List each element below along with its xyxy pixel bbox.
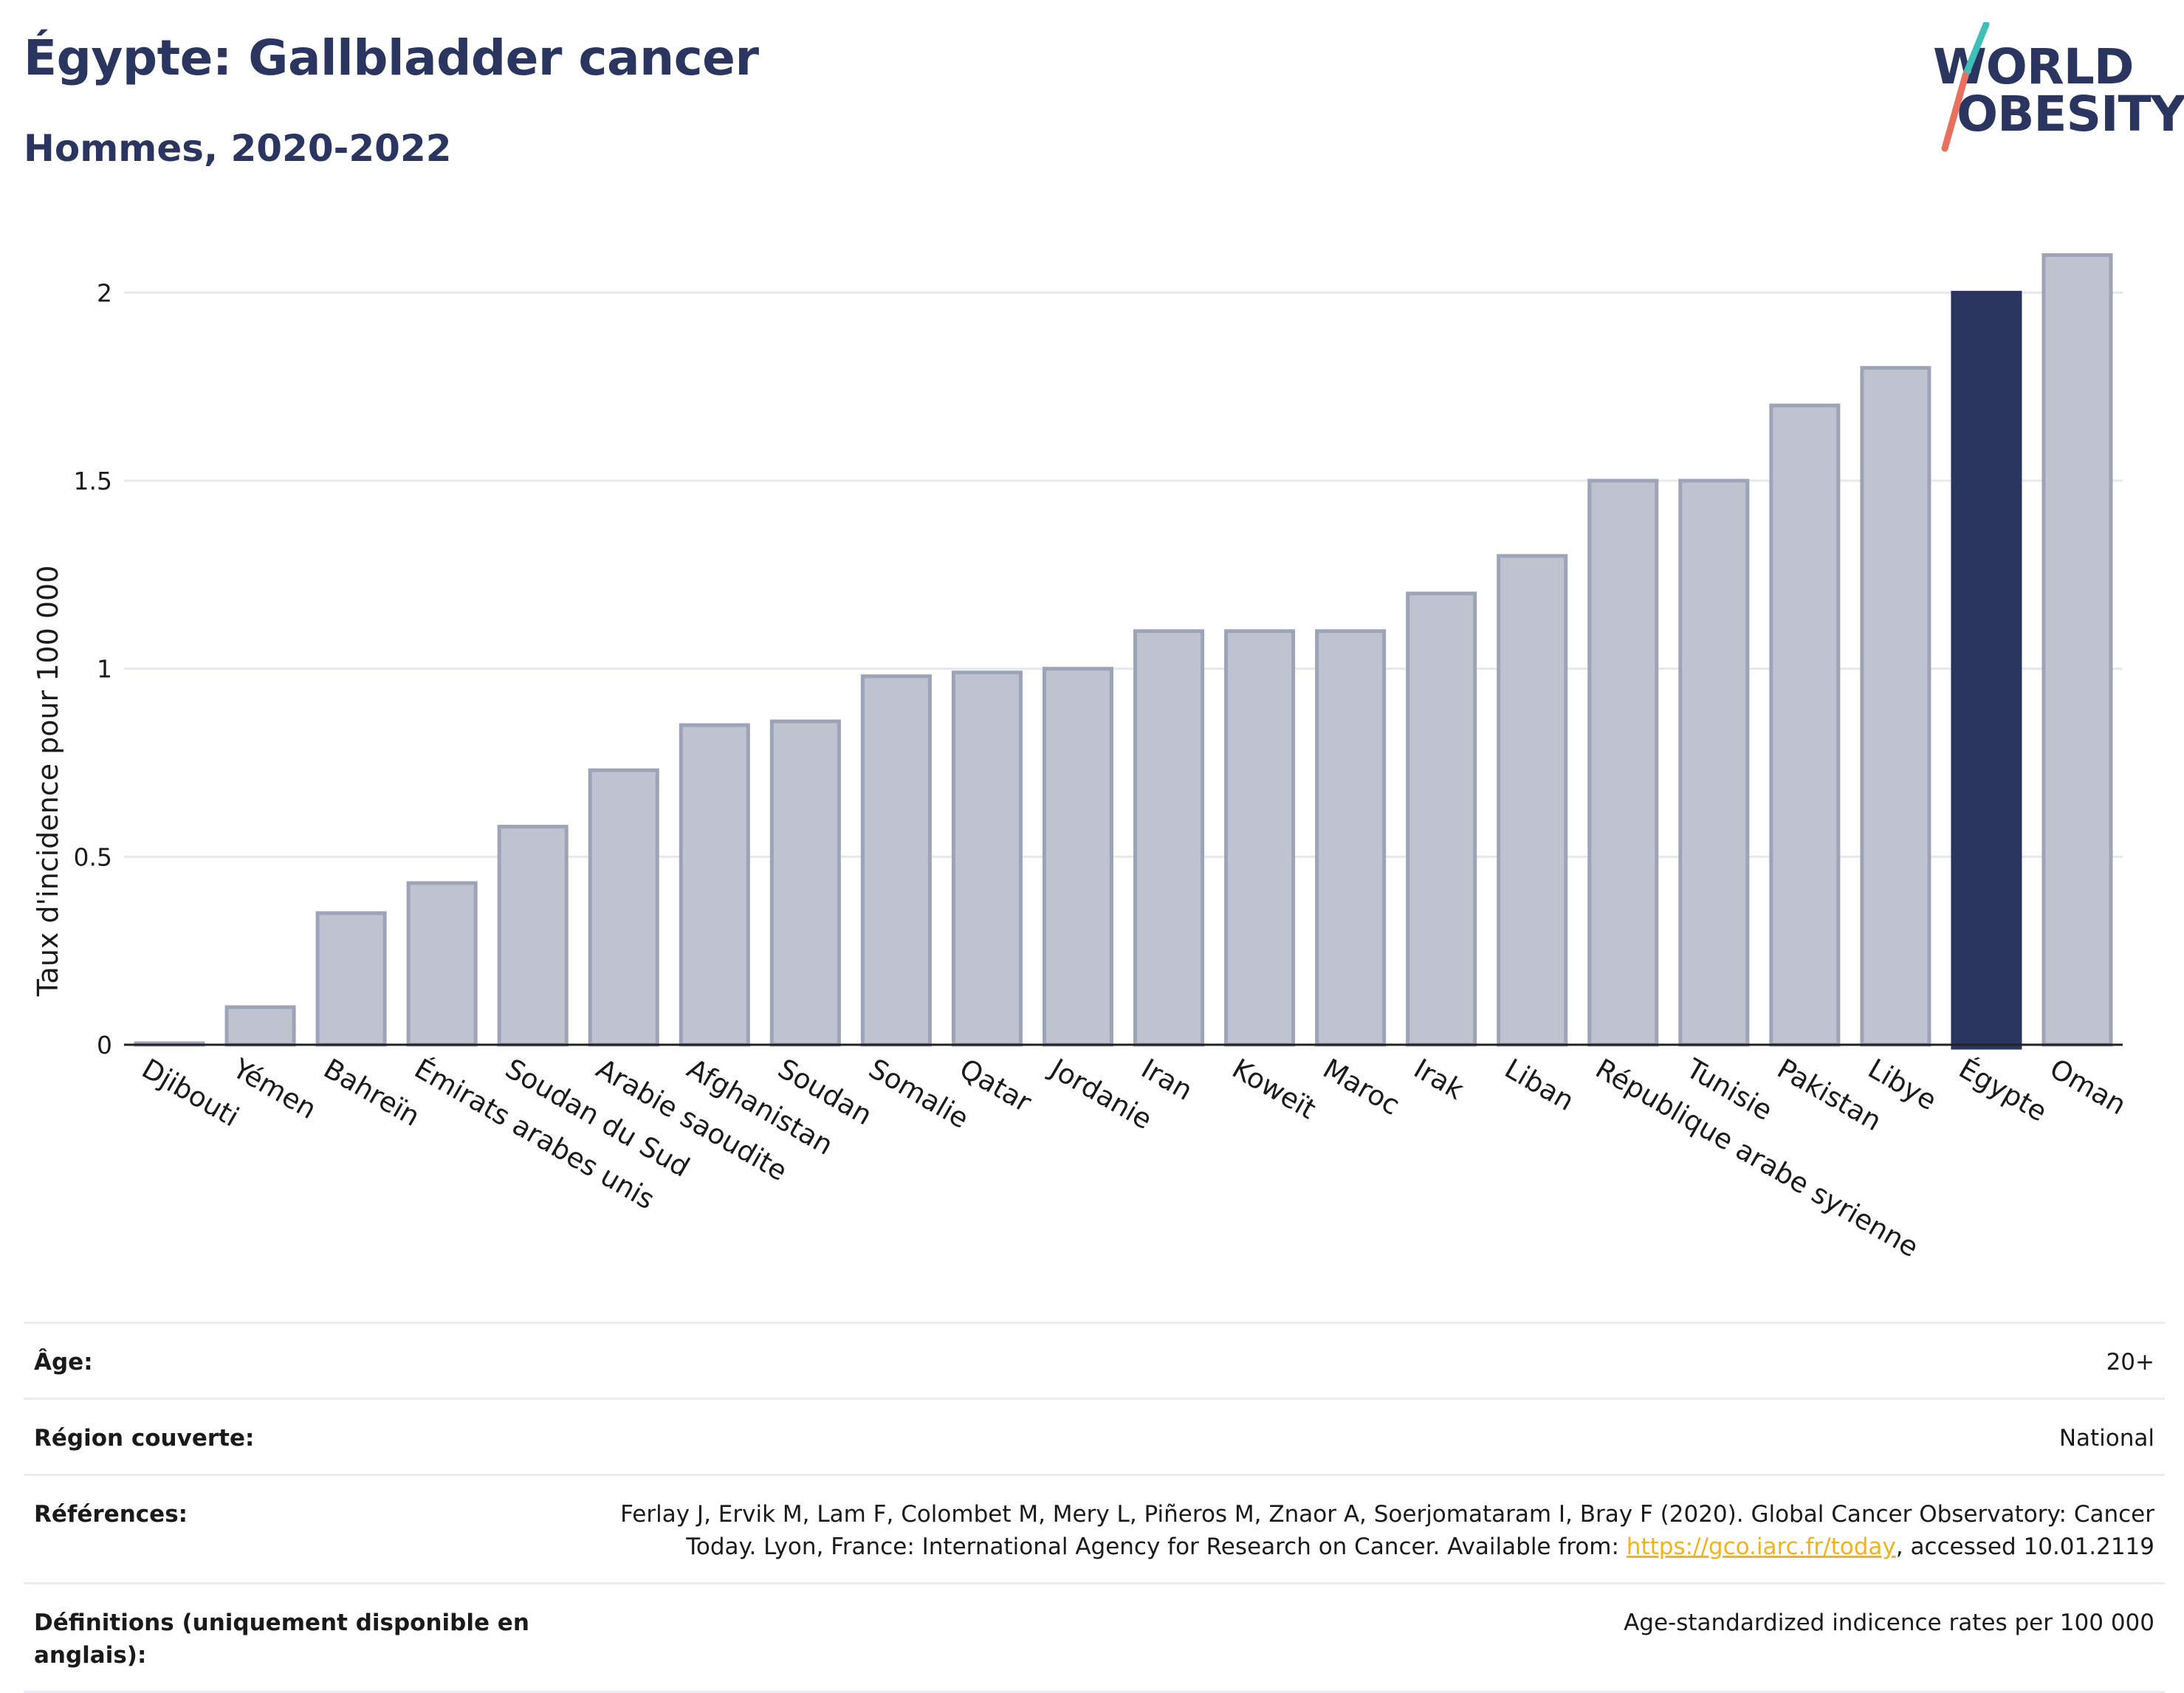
x-tick-label: Jordanie: [1044, 1052, 1158, 1136]
x-tick-label: Yémen: [227, 1052, 322, 1125]
region-value: National: [2058, 1425, 2154, 1452]
region-label: Région couverte:: [34, 1425, 255, 1452]
y-tick-label: 2: [97, 278, 112, 307]
bar: [1951, 290, 2022, 1050]
y-tick-label: 0.5: [74, 842, 112, 871]
meta-row-region: Région couverte: National: [24, 1398, 2165, 1474]
bar: [1224, 629, 1296, 1047]
references-label: Références:: [34, 1501, 188, 1528]
x-tick-label: Égypte: [1954, 1052, 2053, 1128]
bar: [1315, 629, 1387, 1047]
bar: [769, 719, 841, 1047]
x-tick-label: Liban: [1500, 1053, 1580, 1117]
x-tick-label: Oman: [2044, 1053, 2132, 1122]
bar: [1133, 629, 1205, 1047]
y-tick-label: 0: [97, 1031, 112, 1060]
y-tick-label: 1.5: [74, 467, 112, 495]
bar: [1042, 667, 1114, 1047]
references-value: Ferlay J, Ervik M, Lam F, Colombet M, Me…: [604, 1498, 2154, 1563]
meta-row-references: Références: Ferlay J, Ervik M, Lam F, Co…: [24, 1474, 2165, 1582]
bar: [224, 1005, 296, 1047]
references-text: Ferlay J, Ervik M, Lam F, Colombet M, Me…: [620, 1501, 2154, 1560]
bar-chart: 0 0.5 1 1.5 2 Taux d'incidence pour 100 000 Dj…: [32, 253, 2132, 1263]
bar: [2042, 253, 2113, 1047]
bar: [1497, 554, 1568, 1047]
bar: [1406, 591, 1477, 1047]
x-tick-label: Irak: [1409, 1053, 1470, 1107]
bar: [1587, 478, 1659, 1047]
bar: [951, 670, 1023, 1047]
bar: [497, 825, 569, 1047]
y-tick-label: 1: [97, 655, 112, 684]
age-value: 20+: [2106, 1349, 2154, 1376]
references-link[interactable]: https://gco.iarc.fr/today: [1626, 1534, 1896, 1560]
bar: [1678, 478, 1750, 1047]
logo-slash-icon: [1941, 22, 1990, 152]
y-axis-title: Taux d'incidence pour 100 000: [32, 566, 64, 997]
age-label: Âge:: [34, 1349, 93, 1376]
bar: [406, 881, 478, 1047]
bar: [588, 768, 659, 1047]
bar: [860, 674, 932, 1047]
x-tick-label: Iran: [1136, 1053, 1198, 1107]
bar: [315, 911, 387, 1047]
metadata-table: Âge: 20+ Région couverte: National Référ…: [24, 1322, 2165, 1693]
logo-word-obesity: OBESITY: [1957, 86, 2184, 142]
bar: [1860, 365, 1931, 1047]
x-tick-label: Somalie: [863, 1053, 974, 1135]
meta-row-definitions: Définitions (uniquement disponible en an…: [24, 1582, 2165, 1693]
meta-row-age: Âge: 20+: [24, 1322, 2165, 1398]
chart-subtitle: Hommes, 2020-2022: [24, 127, 452, 170]
x-tick-label: Koweït: [1227, 1053, 1322, 1126]
chart-title: Égypte: Gallbladder cancer: [24, 30, 759, 86]
world-obesity-logo: WORLD OBESITY: [1920, 22, 2184, 155]
x-tick-label: Djibouti: [137, 1053, 244, 1133]
x-tick-label: Pakistan: [1772, 1053, 1887, 1138]
references-accessed: , accessed 10.01.2119: [1895, 1534, 2154, 1560]
definitions-value: Age-standardized indicence rates per 100…: [1624, 1610, 2154, 1636]
x-tick-label: Bahreïn: [318, 1053, 425, 1133]
x-tick-label: Maroc: [1318, 1053, 1405, 1122]
bar: [679, 723, 750, 1047]
definitions-label: Définitions (uniquement disponible en an…: [34, 1610, 529, 1669]
bar: [1769, 403, 1841, 1047]
